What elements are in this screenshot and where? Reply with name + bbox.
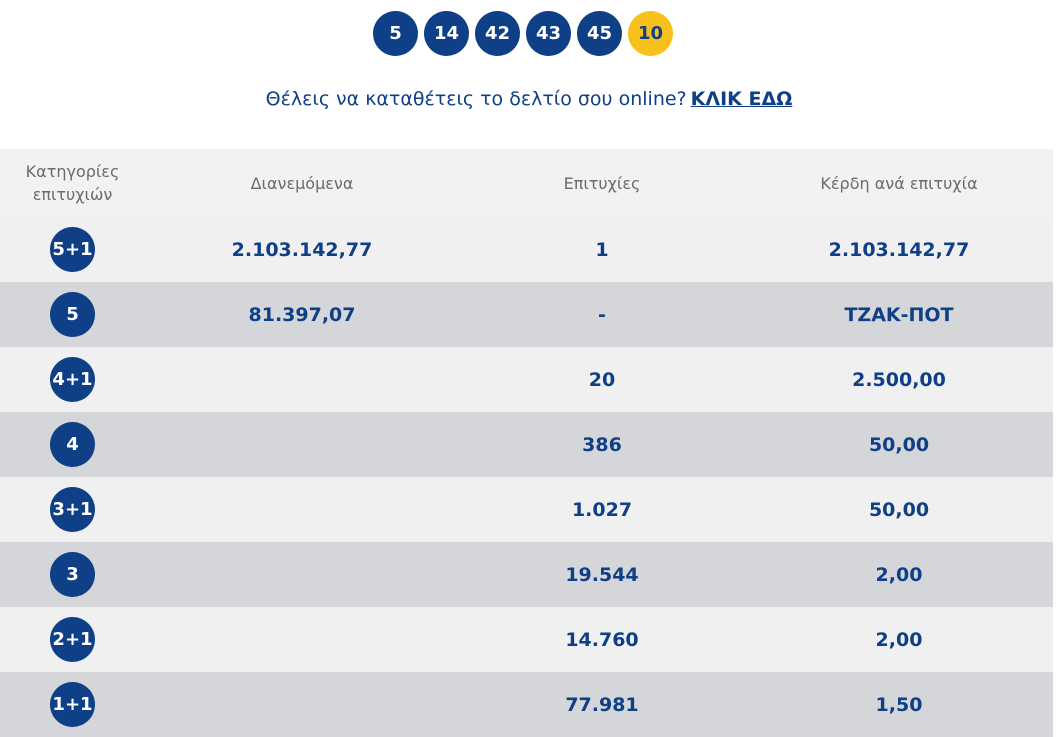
prize-cell: ΤΖΑΚ-ΠΟΤ <box>844 303 954 326</box>
header-category: Κατηγορίες επιτυχιών <box>25 162 120 204</box>
distributed-cell: 2.103.142,77 <box>231 238 373 261</box>
joker-ball: 10 <box>628 11 673 56</box>
number-ball: 5 <box>373 11 418 56</box>
winners-cell: 14.760 <box>565 628 639 651</box>
category-badge: 5 <box>50 292 95 337</box>
prize-cell: 2,00 <box>875 628 923 651</box>
table-row: 4 386 50,00 <box>0 412 1053 477</box>
prize-cell: 2,00 <box>875 563 923 586</box>
winners-cell: 1 <box>595 238 609 261</box>
header-prize: Κέρδη ανά επιτυχία <box>820 173 978 193</box>
category-badge: 1+1 <box>50 682 95 727</box>
winners-cell: 1.027 <box>571 498 633 521</box>
drawn-numbers: 5 14 42 43 45 10 <box>373 11 673 56</box>
cta-text: Θέλεις να καταθέτεις το δελτίο σου onlin… <box>265 88 687 110</box>
winners-cell: 19.544 <box>565 563 639 586</box>
online-ticket-prompt: Θέλεις να καταθέτεις το δελτίο σου onlin… <box>0 88 1058 110</box>
table-row: 4+1 20 2.500,00 <box>0 347 1053 412</box>
table-row: 5+1 2.103.142,77 1 2.103.142,77 <box>0 217 1053 282</box>
prize-cell: 1,50 <box>875 693 923 716</box>
table-row: 2+1 14.760 2,00 <box>0 607 1053 672</box>
category-badge: 5+1 <box>50 227 95 272</box>
click-here-link[interactable]: ΚΛΙΚ ΕΔΩ <box>690 88 793 110</box>
winners-cell: 20 <box>588 368 616 391</box>
number-ball: 42 <box>475 11 520 56</box>
number-ball: 14 <box>424 11 469 56</box>
number-ball: 43 <box>526 11 571 56</box>
table-row: 5 81.397,07 - ΤΖΑΚ-ΠΟΤ <box>0 282 1053 347</box>
winners-cell: - <box>598 303 606 326</box>
winners-cell: 386 <box>582 433 622 456</box>
prize-cell: 2.500,00 <box>852 368 946 391</box>
category-badge: 4 <box>50 422 95 467</box>
prize-cell: 50,00 <box>868 433 930 456</box>
table-row: 3+1 1.027 50,00 <box>0 477 1053 542</box>
table-row: 3 19.544 2,00 <box>0 542 1053 607</box>
table-header: Κατηγορίες επιτυχιών Διανεμόμενα Επιτυχί… <box>0 149 1053 217</box>
number-ball: 45 <box>577 11 622 56</box>
header-distributed: Διανεμόμενα <box>250 173 354 193</box>
category-badge: 3 <box>50 552 95 597</box>
category-badge: 4+1 <box>50 357 95 402</box>
prize-cell: 2.103.142,77 <box>828 238 970 261</box>
header-winners: Επιτυχίες <box>563 173 641 193</box>
prize-table: Κατηγορίες επιτυχιών Διανεμόμενα Επιτυχί… <box>0 149 1053 737</box>
distributed-cell: 81.397,07 <box>248 303 356 326</box>
winners-cell: 77.981 <box>565 693 639 716</box>
prize-cell: 50,00 <box>868 498 930 521</box>
category-badge: 2+1 <box>50 617 95 662</box>
category-badge: 3+1 <box>50 487 95 532</box>
table-row: 1+1 77.981 1,50 <box>0 672 1053 737</box>
